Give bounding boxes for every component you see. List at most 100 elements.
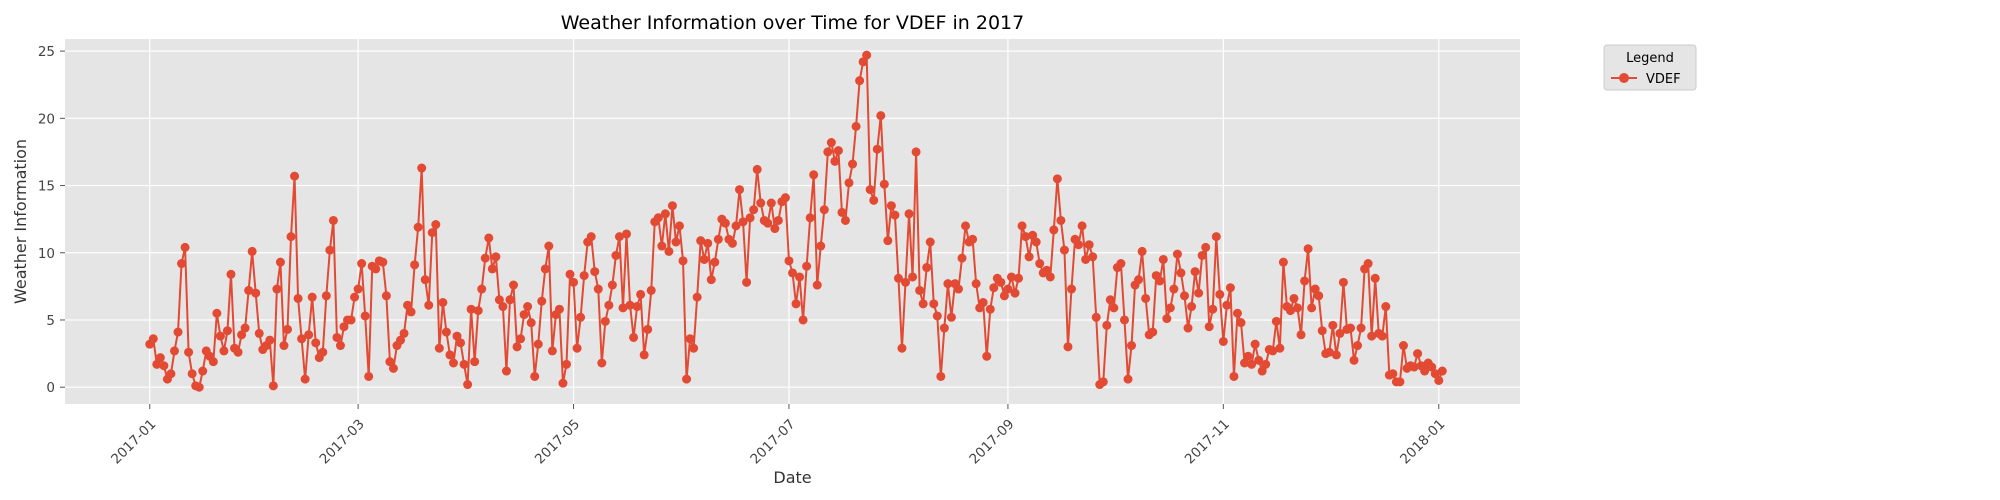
data-point [198,366,208,376]
data-point [353,284,363,294]
data-point [1247,359,1257,369]
data-point [1437,366,1447,376]
data-point [1098,377,1108,387]
data-point [1296,330,1306,340]
y-tick-label: 5 [46,313,55,329]
data-point [173,327,183,337]
y-tick-label: 10 [38,246,55,262]
data-point [466,304,476,314]
data-point [597,358,607,368]
data-point [215,331,225,341]
data-point [1243,351,1253,361]
data-point [304,330,314,340]
data-point [169,346,179,356]
data-point [1197,250,1207,260]
data-point [328,215,338,225]
data-point [1398,341,1408,351]
data-point [431,220,441,230]
data-point [1134,275,1144,285]
data-point [1218,336,1228,346]
data-point [1123,374,1133,384]
data-point [985,304,995,314]
data-point [473,306,483,316]
data-point [244,285,254,295]
data-point [1063,342,1073,352]
data-point [547,346,557,356]
x-axis-ticks: 2017-01 2017-03 2017-05 2017-07 2017-09 2017-… [108,404,1448,467]
data-point [208,357,218,367]
data-point [251,288,261,298]
data-point [1141,293,1151,303]
data-point [1257,366,1267,376]
data-point [1353,341,1363,351]
data-point [311,338,321,348]
data-point [152,359,162,369]
x-tick-label: 2017-01 [108,416,159,467]
data-point [1303,244,1313,254]
data-point [307,292,317,302]
data-point [509,280,519,290]
data-point [816,241,826,251]
data-point [773,215,783,225]
data-point [1091,312,1101,322]
y-tick-label: 25 [38,44,55,60]
data-point [682,374,692,384]
x-axis-label: Date [773,468,811,487]
data-point [692,292,702,302]
data-point [664,246,674,256]
data-point [872,144,882,154]
data-point [1285,306,1295,316]
data-point [932,311,942,321]
data-point [922,263,932,273]
data-point [1314,291,1324,301]
data-point [1268,346,1278,356]
data-point [678,256,688,266]
data-point [279,341,289,351]
data-point [240,323,250,333]
data-point [399,328,409,338]
data-point [780,193,790,203]
data-point [953,284,963,294]
data-point [533,339,543,349]
data-point [667,201,677,211]
data-point [459,359,469,369]
data-point [1215,289,1225,299]
legend: Legend VDEF [1603,44,1697,91]
data-point [1335,328,1345,338]
data-point [396,335,405,345]
data-point [159,361,169,371]
data-point [1024,252,1034,262]
data-point [809,170,819,180]
data-point [226,269,236,279]
data-point [971,279,981,289]
data-point [448,358,458,368]
data-point [265,335,275,345]
data-point [1229,371,1239,381]
data-point [660,209,670,219]
data-point [646,285,656,295]
legend-marker-swatch [1619,73,1629,83]
data-point [943,279,953,289]
data-point [1074,240,1084,250]
data-point [1077,221,1087,231]
data-point [1021,232,1031,242]
data-point [1271,316,1281,326]
data-point [1232,308,1242,318]
data-point [632,302,642,312]
data-point [968,234,978,244]
y-tick-label: 20 [38,111,55,127]
data-point [1377,331,1387,341]
data-point [194,382,204,392]
data-point [572,343,582,353]
data-point [1102,320,1112,330]
data-point [417,163,427,173]
data-point [268,381,278,391]
legend-entry-vdef: VDEF [1646,72,1681,87]
data-point [1222,300,1232,310]
data-point [187,369,197,379]
data-point [275,257,285,267]
data-point [1236,318,1246,328]
data-point [1119,315,1129,325]
data-point [579,271,589,281]
